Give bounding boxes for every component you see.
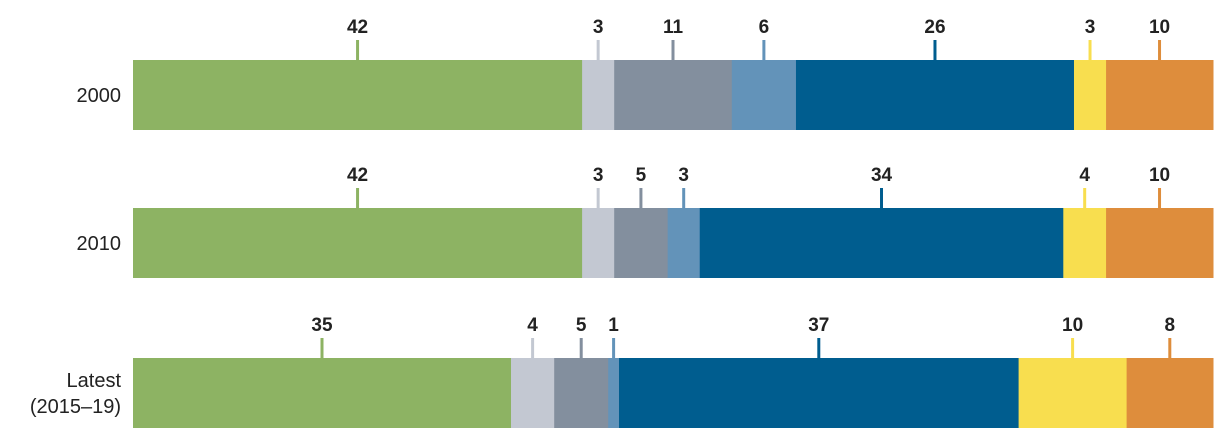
data-label: 1 [608, 315, 619, 336]
data-label: 11 [663, 17, 684, 38]
bar-segment [667, 208, 701, 278]
bar-segment [1106, 208, 1214, 278]
data-label: 3 [593, 17, 604, 38]
bar-segment [1073, 60, 1107, 130]
bar-segment [795, 60, 1075, 130]
bar-segment [731, 60, 797, 130]
bar-segment [582, 208, 615, 278]
bar-segment [1018, 358, 1128, 428]
data-label: 34 [871, 165, 893, 186]
bar-segment [614, 208, 669, 278]
data-label: 10 [1149, 165, 1170, 186]
bar-segment [614, 60, 733, 130]
data-label: 37 [808, 315, 829, 336]
data-label: 5 [576, 315, 587, 336]
data-label: 10 [1149, 17, 1170, 38]
bar-segment [554, 358, 609, 428]
bar-segment [1063, 208, 1107, 278]
data-label: 35 [311, 315, 333, 336]
bar-segment [133, 60, 583, 130]
bar-segment [699, 208, 1064, 278]
bar-segment [608, 358, 620, 428]
data-label: 10 [1062, 315, 1083, 336]
data-label: 8 [1165, 315, 1176, 336]
bar-segment [133, 208, 583, 278]
bar-segment [1106, 60, 1214, 130]
row-label: Latest (2015–19) [30, 370, 122, 418]
data-label: 5 [636, 165, 647, 186]
data-label: 4 [1079, 165, 1090, 186]
bar-segment [619, 358, 1020, 428]
row-label: 2010 [77, 233, 122, 255]
data-label: 42 [347, 17, 368, 38]
data-label: 3 [678, 165, 689, 186]
data-label: 3 [593, 165, 604, 186]
bar-segment [511, 358, 555, 428]
bar-segment [582, 60, 615, 130]
data-label: 42 [347, 165, 368, 186]
data-label: 4 [527, 315, 538, 336]
data-label: 3 [1085, 17, 1096, 38]
bar-segment [1126, 358, 1214, 428]
row-label: 2000 [77, 85, 122, 107]
bar-segment [133, 358, 512, 428]
data-label: 26 [924, 17, 945, 38]
data-label: 6 [759, 17, 770, 38]
